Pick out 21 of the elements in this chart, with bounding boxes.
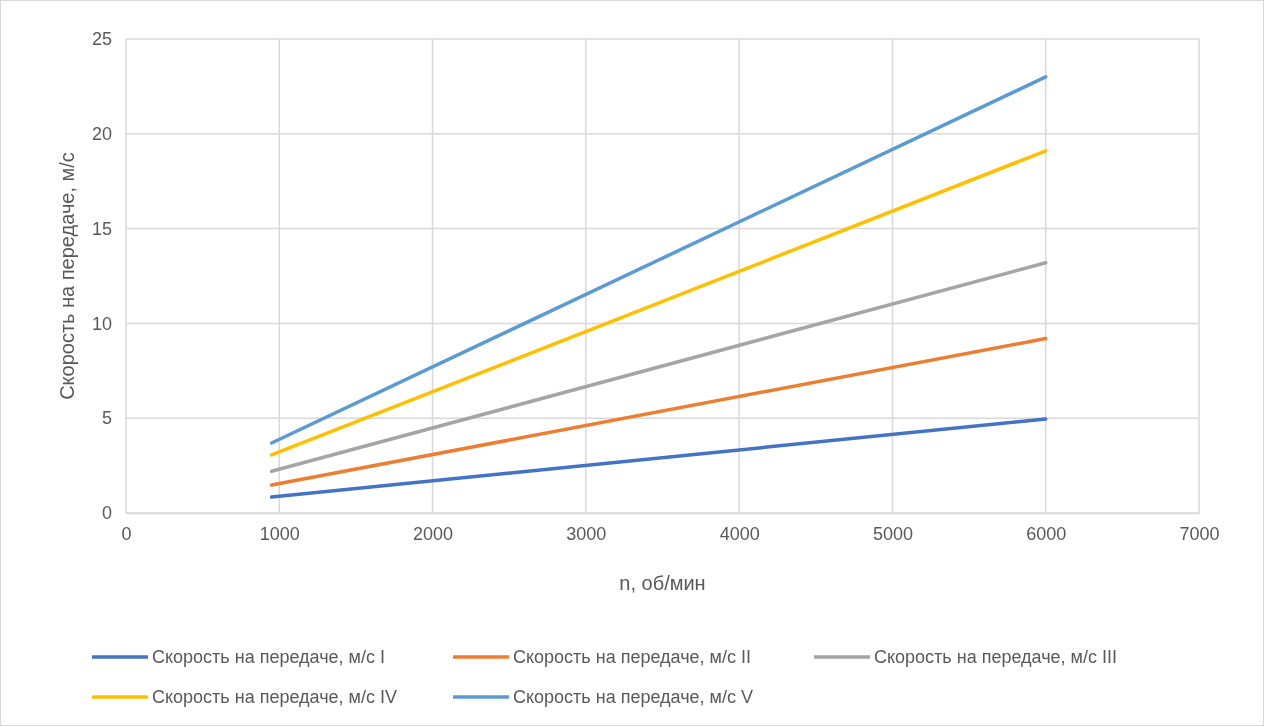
x-axis-title: n, об/мин xyxy=(619,572,706,594)
x-tick-label: 4000 xyxy=(719,523,760,544)
y-axis-title: Скорость на передаче, м/с xyxy=(56,152,78,400)
legend-label: Скорость на передаче, м/с III xyxy=(874,647,1117,667)
x-tick-label: 6000 xyxy=(1026,523,1067,544)
x-tick-label: 2000 xyxy=(413,523,454,544)
y-tick-label: 15 xyxy=(91,218,112,239)
y-tick-label: 0 xyxy=(101,503,112,524)
legend-label: Скорость на передаче, м/с V xyxy=(513,687,753,707)
x-tick-label: 0 xyxy=(121,523,132,544)
legend-label: Скорость на передаче, м/с I xyxy=(152,647,385,667)
x-tick-label: 7000 xyxy=(1179,523,1220,544)
x-tick-label: 3000 xyxy=(566,523,607,544)
legend-label: Скорость на передаче, м/с II xyxy=(513,647,751,667)
y-tick-label: 25 xyxy=(91,29,112,50)
legend-label: Скорость на передаче, м/с IV xyxy=(152,687,397,707)
x-tick-label: 1000 xyxy=(259,523,300,544)
y-tick-label: 5 xyxy=(101,408,112,429)
y-tick-label: 20 xyxy=(91,124,112,145)
x-tick-label: 5000 xyxy=(872,523,913,544)
y-tick-label: 10 xyxy=(91,313,112,334)
